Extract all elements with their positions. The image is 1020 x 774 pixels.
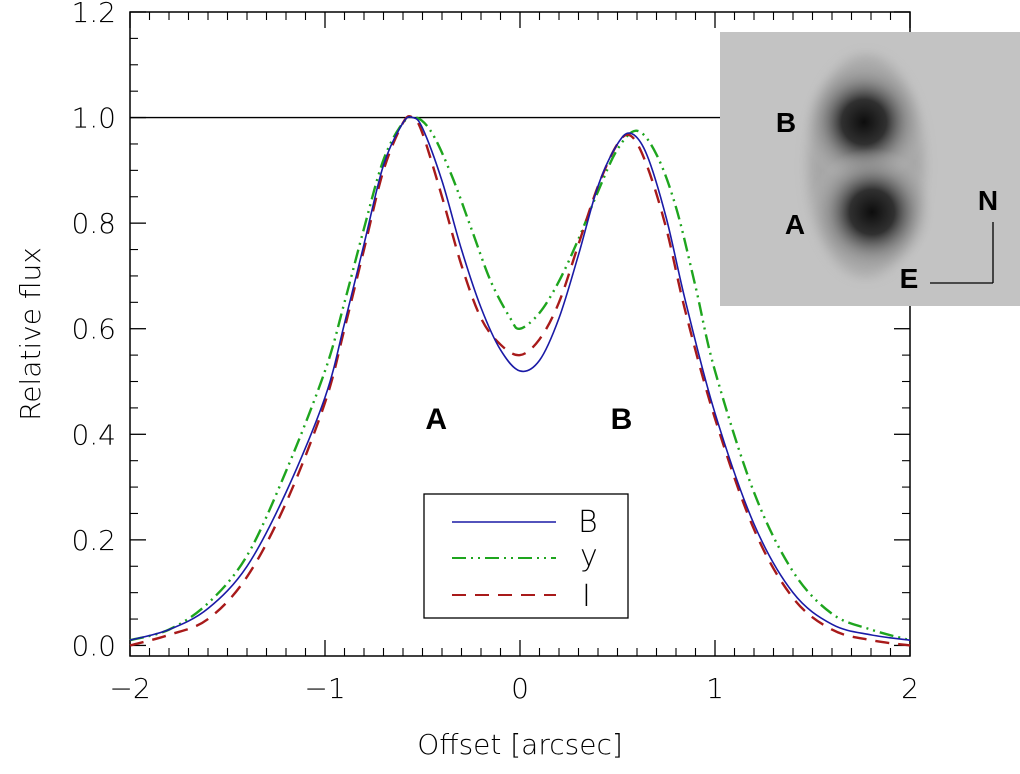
peak-label-a: A bbox=[425, 403, 447, 436]
x-tick-label: −2 bbox=[109, 672, 150, 705]
y-tick-label: 0.8 bbox=[71, 207, 116, 240]
peak-label-b: B bbox=[611, 403, 633, 436]
x-tick-label: −1 bbox=[304, 672, 345, 705]
tick-labels: −2 −1 0 1 2 0.0 0.2 0.4 0.6 0.8 1.0 1.2 bbox=[71, 0, 918, 705]
inset-label-b: B bbox=[776, 107, 796, 138]
inset-label-n: N bbox=[978, 185, 998, 216]
series-line-y bbox=[129, 115, 911, 642]
inset-label-a: A bbox=[785, 209, 805, 240]
y-tick-label: 0.4 bbox=[71, 418, 116, 451]
inset-image: B A N E bbox=[720, 32, 1020, 306]
inset-source-a bbox=[808, 148, 936, 276]
inset-label-e: E bbox=[900, 263, 919, 294]
y-tick-label: 0.0 bbox=[71, 629, 116, 662]
legend-label-b: B bbox=[578, 505, 598, 540]
y-tick-label: 1.2 bbox=[71, 0, 116, 29]
y-tick-label: 0.2 bbox=[71, 524, 116, 557]
y-tick-label: 1.0 bbox=[71, 102, 116, 135]
legend-label-y: y bbox=[580, 539, 598, 574]
x-tick-label: 0 bbox=[511, 672, 529, 705]
y-axis-title: Relative flux bbox=[14, 247, 47, 421]
legend: B y I bbox=[423, 493, 629, 619]
y-tick-label: 0.6 bbox=[71, 313, 116, 346]
series-line-b bbox=[129, 115, 911, 641]
legend-label-i: I bbox=[582, 579, 591, 614]
series-line-i bbox=[129, 114, 911, 647]
x-tick-label: 1 bbox=[706, 672, 724, 705]
legend-box bbox=[423, 493, 629, 619]
x-axis-title: Offset [arcsec] bbox=[417, 728, 623, 761]
x-tick-label: 2 bbox=[901, 672, 919, 705]
series-group bbox=[129, 114, 911, 647]
